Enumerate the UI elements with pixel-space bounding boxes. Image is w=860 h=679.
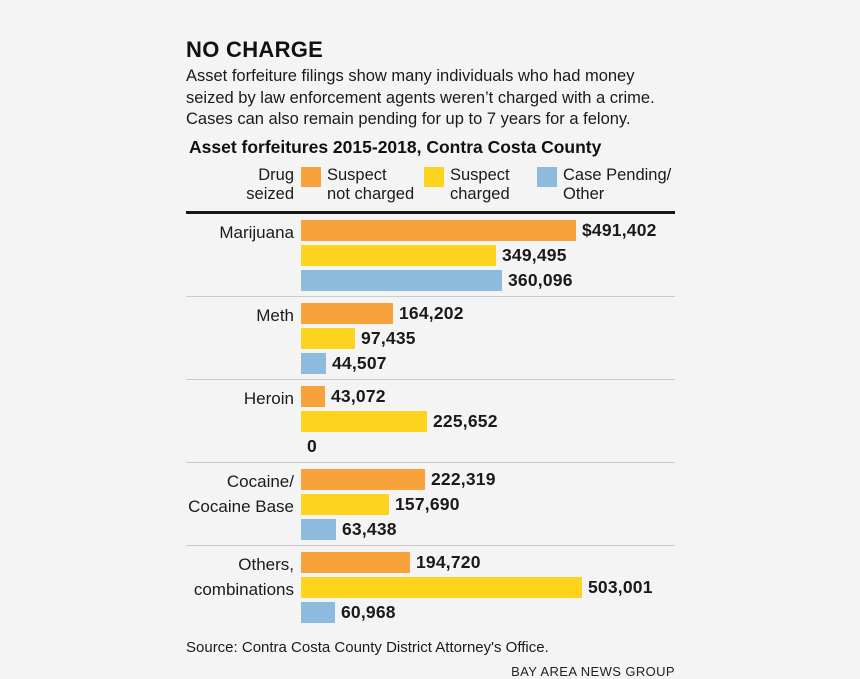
bar (301, 601, 335, 623)
bar-stack: $491,402 349,495 360,096 (301, 219, 675, 291)
bar-value-label: 97,435 (361, 327, 416, 348)
bar-row: 503,001 (301, 576, 675, 598)
intro-text: Asset forfeiture filings show many indiv… (186, 67, 655, 129)
bar-row: 194,720 (301, 551, 675, 573)
bar-value-label: 222,319 (431, 468, 496, 489)
bar (301, 551, 410, 573)
chart-title: Asset forfeitures 2015-2018, Contra Cost… (189, 136, 602, 157)
bar-value-label: 44,507 (332, 352, 387, 373)
bar (301, 302, 393, 324)
bar (301, 493, 389, 515)
bar-value-label: 0 (307, 435, 317, 456)
legend-axis-label: Drug seized (246, 165, 294, 203)
bar (301, 385, 325, 407)
bar-value-label: 43,072 (331, 385, 386, 406)
legend-item: Suspect not charged (301, 166, 424, 204)
bar-row: $491,402 (301, 219, 675, 241)
legend-swatch (301, 166, 321, 187)
category-group: Marijuana $491,402 349,495 360,096 (186, 214, 675, 297)
bar (301, 269, 502, 291)
bar-row: 44,507 (301, 352, 675, 374)
bar-value-label: 503,001 (588, 576, 653, 597)
bar-row: 63,438 (301, 518, 675, 540)
bar (301, 352, 326, 374)
bar (301, 244, 496, 266)
table-top-rule (186, 210, 675, 214)
bar-row: 225,652 (301, 410, 675, 432)
bar-stack: 222,319 157,690 63,438 (301, 468, 675, 540)
category-group: Heroin 43,072 225,652 0 (186, 380, 675, 463)
bar-stack: 164,202 97,435 44,507 (301, 302, 675, 374)
bar-stack: 43,072 225,652 0 (301, 385, 675, 457)
bar-value-label: 360,096 (508, 269, 573, 290)
bar (301, 410, 427, 432)
bar-value-label: 225,652 (433, 410, 498, 431)
legend-item: Suspect charged (424, 166, 537, 204)
category-label: Meth (256, 305, 294, 325)
bar (301, 327, 355, 349)
category-label: Others, combinations (193, 554, 294, 599)
bar-row: 60,968 (301, 601, 675, 623)
bar-stack: 194,720 503,001 60,968 (301, 551, 675, 623)
bar-row: 164,202 (301, 302, 675, 324)
category-label: Heroin (243, 388, 294, 408)
page-title: NO CHARGE (186, 37, 324, 62)
bar-row: 222,319 (301, 468, 675, 490)
chart-content: NO CHARGE Asset forfeiture filings show … (186, 38, 675, 679)
legend-label: Suspect not charged (327, 165, 415, 203)
source-note: Source: Contra Costa County District Att… (186, 638, 549, 656)
bar-value-label: 194,720 (416, 551, 481, 572)
legend: Drug seized Suspect not charged Suspect char… (186, 166, 675, 204)
legend-label: Suspect charged (450, 165, 510, 203)
bar-value-label: 164,202 (399, 302, 464, 323)
bar (301, 468, 425, 490)
category-label: Cocaine/Cocaine Base (188, 471, 294, 516)
bar-row: 97,435 (301, 327, 675, 349)
bar (301, 576, 582, 598)
bar-row: 360,096 (301, 269, 675, 291)
bar-row: 0 (301, 436, 675, 457)
legend-swatch (424, 166, 444, 187)
bar-value-label: 60,968 (341, 601, 396, 622)
credit-line: BAY AREA NEWS GROUP (511, 663, 675, 679)
bar-row: 43,072 (301, 385, 675, 407)
bar-value-label: 157,690 (395, 493, 460, 514)
category-label: Marijuana (219, 222, 294, 242)
bar (301, 518, 336, 540)
category-group: Others, combinations 194,720 503,001 60,968 (186, 546, 675, 628)
category-group: Cocaine/Cocaine Base 222,319 157,690 63,438 (186, 463, 675, 546)
bar-value-label: $491,402 (582, 219, 657, 240)
legend-swatch (537, 166, 557, 187)
bar-row: 157,690 (301, 493, 675, 515)
bar-value-label: 349,495 (502, 244, 567, 265)
bar-value-label: 63,438 (342, 518, 397, 539)
bar-chart: Marijuana $491,402 349,495 360,096 Meth 164,2… (186, 214, 675, 628)
bar-row: 349,495 (301, 244, 675, 266)
legend-item: Case Pending/Other (537, 166, 675, 204)
bar (301, 219, 576, 241)
legend-label: Case Pending/Other (563, 165, 672, 203)
category-group: Meth 164,202 97,435 44,507 (186, 297, 675, 380)
